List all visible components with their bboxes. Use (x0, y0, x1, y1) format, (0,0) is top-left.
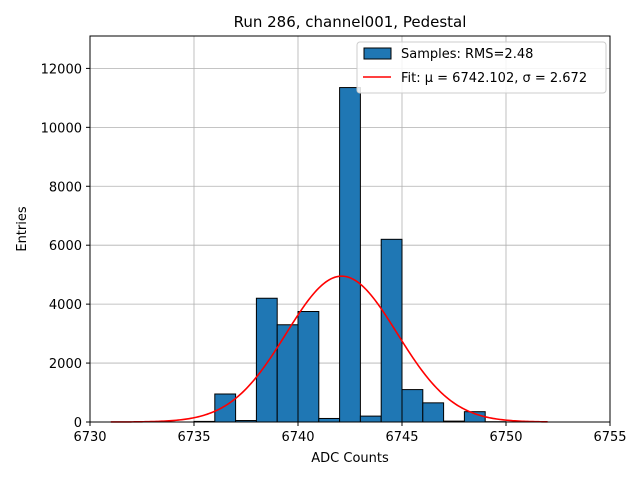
plot-frame (89, 35, 611, 423)
x-axis-label: ADC Counts (311, 451, 389, 466)
y-axis-ticks: 0 2000 4000 6000 8000 10000 12000 (41, 62, 90, 431)
x-tick-label: 6740 (281, 430, 314, 445)
histogram-bar (276, 324, 299, 423)
histogram-bar (318, 417, 341, 423)
legend-fit-label: Fit: μ = 6742.102, σ = 2.672 (401, 71, 587, 86)
y-tick-label: 6000 (49, 239, 82, 254)
histogram-bar (255, 297, 278, 423)
x-tick-label: 6730 (73, 430, 106, 445)
histogram-bar (297, 311, 320, 423)
x-tick-label: 6750 (489, 430, 522, 445)
x-tick-label: 6745 (385, 430, 418, 445)
fit-curve (110, 275, 548, 423)
chart-title: Run 286, channel001, Pedestal (234, 13, 467, 31)
histogram-bar (422, 402, 445, 423)
y-axis-label: Entries (15, 206, 30, 252)
x-axis-ticks: 6730 6735 6740 6745 6750 6755 (73, 422, 627, 445)
y-tick-label: 2000 (49, 357, 82, 372)
y-tick-label: 4000 (49, 298, 82, 313)
y-tick-label: 12000 (41, 62, 82, 77)
histogram-bar (380, 238, 403, 423)
y-tick-label: 0 (74, 416, 82, 431)
y-tick-label: 10000 (41, 121, 82, 136)
x-tick-label: 6755 (593, 430, 626, 445)
legend-samples-swatch (363, 47, 392, 60)
legend-samples-label: Samples: RMS=2.48 (401, 47, 533, 62)
x-tick-label: 6735 (177, 430, 210, 445)
histogram-bar (401, 389, 424, 423)
legend-box (356, 41, 607, 94)
legend: Samples: RMS=2.48 Fit: μ = 6742.102, σ =… (356, 41, 607, 94)
histogram-bar (339, 87, 361, 423)
y-tick-label: 8000 (49, 180, 82, 195)
histogram-bar (214, 393, 237, 423)
histogram-bars (193, 87, 507, 423)
histogram-bar (359, 415, 382, 423)
